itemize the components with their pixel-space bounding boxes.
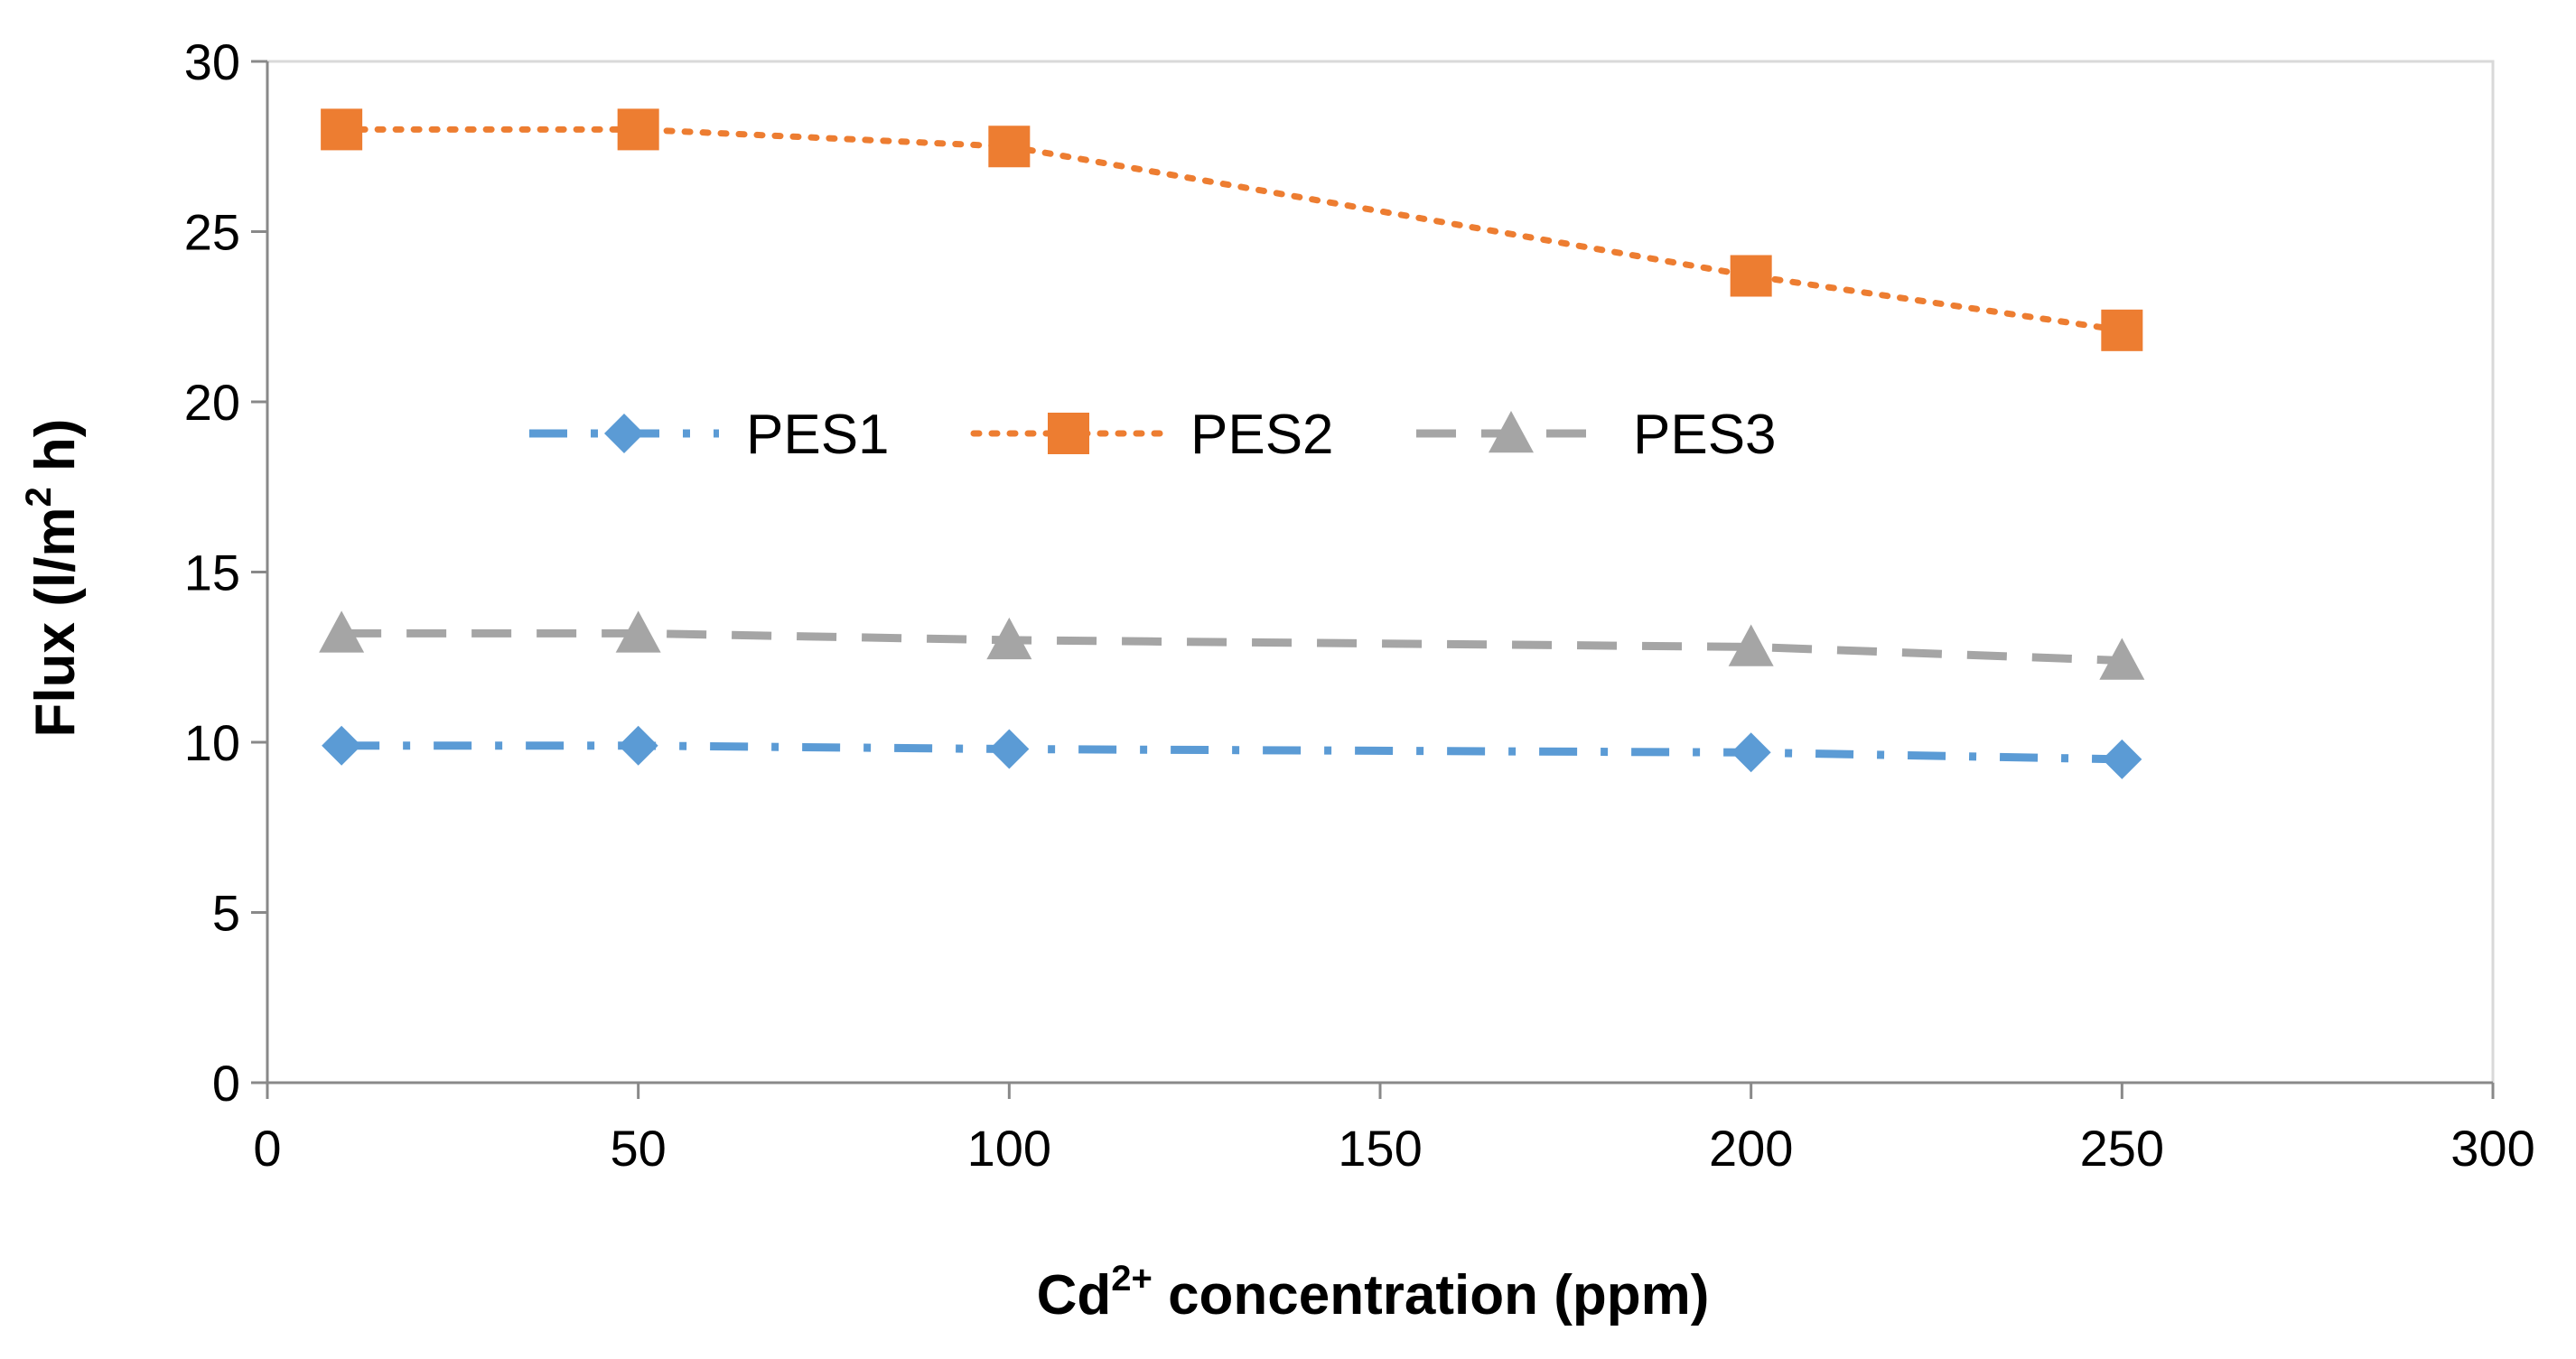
y-tick-label: 25	[184, 204, 240, 261]
x-tick-label: 200	[1709, 1120, 1793, 1177]
plot-border	[266, 60, 2495, 1084]
y-axis-title-main: Flux (l/m	[24, 507, 87, 738]
data-point-pes3	[319, 610, 365, 653]
y-tick-label: 5	[212, 885, 240, 942]
legend-swatch-marker	[1489, 411, 1534, 453]
legend-label: PES1	[746, 404, 890, 466]
y-axis-title-rest: h)	[24, 419, 87, 488]
series-line-pes1	[341, 741, 2123, 764]
legend-item-pes1: PES1	[529, 404, 890, 466]
x-axis-title-rest: concentration (ppm)	[1153, 1264, 1710, 1326]
y-axis-title-superscript: 2	[19, 487, 59, 507]
y-tick-label: 0	[212, 1055, 240, 1112]
x-tick-label: 0	[253, 1120, 281, 1177]
data-point-pes3	[1728, 624, 1774, 666]
x-tick-label: 250	[2080, 1120, 2164, 1177]
data-point-pes2	[988, 126, 1031, 168]
legend-swatch-marker	[604, 414, 644, 453]
series-pes3	[319, 610, 2145, 680]
series-line-pes3	[341, 628, 2123, 666]
series-line-pes2	[338, 126, 2125, 334]
x-axis-title-main: Cd	[1037, 1264, 1112, 1326]
data-point-pes1	[1731, 732, 1771, 773]
x-tick-label: 300	[2450, 1120, 2534, 1177]
data-point-pes2	[617, 108, 659, 151]
x-axis: 0 50 100 150 200 250 300	[253, 1083, 2535, 1177]
data-point-pes2	[2101, 309, 2143, 351]
data-point-pes3	[2099, 638, 2145, 680]
y-axis-title: Flux (l/m2 h)	[19, 419, 87, 738]
series-pes1	[322, 725, 2142, 779]
data-point-pes1	[2102, 739, 2142, 779]
plot-area	[266, 60, 2495, 1084]
legend: PES1 PES2 PES3	[529, 404, 1777, 466]
legend-item-pes3: PES3	[1416, 404, 1777, 466]
data-point-pes1	[989, 729, 1030, 769]
y-tick-label: 30	[184, 33, 240, 90]
legend-label: PES2	[1190, 404, 1334, 466]
x-tick-label: 100	[967, 1120, 1051, 1177]
data-point-pes3	[615, 610, 661, 653]
x-axis-title-superscript: 2+	[1111, 1259, 1153, 1298]
legend-item-pes2: PES2	[970, 404, 1334, 466]
y-axis: 0 5 10 15 20 25 30	[184, 33, 267, 1112]
data-point-pes2	[321, 108, 363, 151]
y-tick-label: 10	[184, 714, 240, 771]
data-point-pes1	[322, 725, 362, 766]
x-tick-label: 50	[611, 1120, 667, 1177]
y-tick-label: 15	[184, 545, 240, 601]
y-tick-label: 20	[184, 374, 240, 431]
series-layer	[319, 108, 2145, 779]
data-point-pes2	[1730, 255, 1772, 297]
legend-label: PES3	[1633, 404, 1777, 466]
series-pes2	[321, 108, 2143, 351]
data-point-pes1	[618, 725, 658, 766]
x-axis-title: Cd2+ concentration (ppm)	[1037, 1259, 1710, 1326]
x-tick-label: 150	[1338, 1120, 1422, 1177]
legend-swatch-marker	[1048, 413, 1089, 454]
data-point-pes3	[986, 617, 1032, 660]
